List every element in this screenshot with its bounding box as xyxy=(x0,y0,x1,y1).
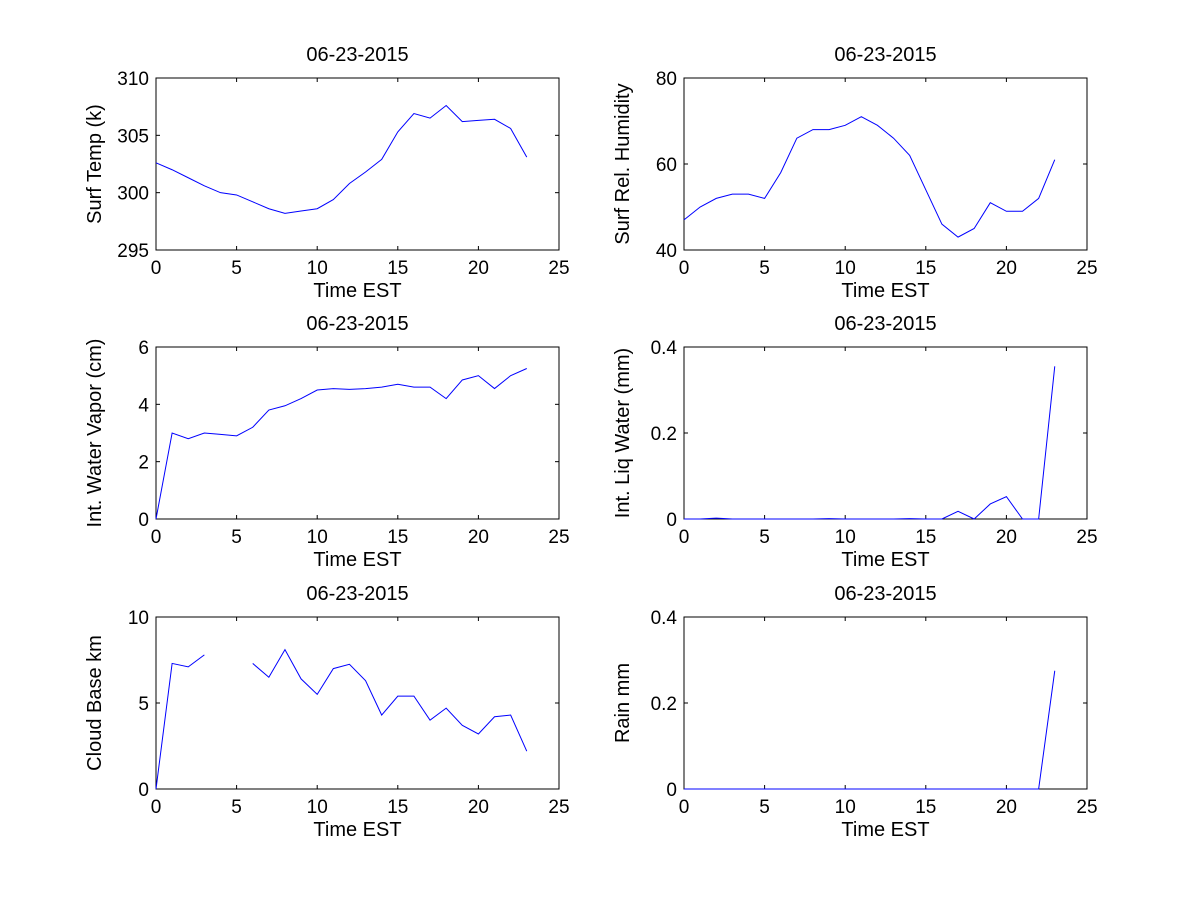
y-tick-label: 0 xyxy=(138,780,149,801)
x-tick-label: 0 xyxy=(151,797,162,818)
series-line-1-segment-1 xyxy=(684,670,1056,790)
x-tick-label: 0 xyxy=(151,527,162,548)
y-tick-label: 0.2 xyxy=(651,694,677,715)
y-axis-label: Cloud Base km xyxy=(84,635,106,771)
axes-box xyxy=(155,77,560,251)
y-tick-label: 10 xyxy=(128,608,149,629)
y-tick-label: 4 xyxy=(138,395,149,416)
x-tick-label: 25 xyxy=(548,527,569,548)
x-axis-label: Time EST xyxy=(841,819,929,841)
x-tick-label: 10 xyxy=(835,258,856,279)
axes-box xyxy=(155,616,560,790)
y-tick-label: 0 xyxy=(138,510,149,531)
y-tick-label: 0 xyxy=(666,780,677,801)
x-tick-label: 5 xyxy=(759,527,770,548)
x-tick-label: 5 xyxy=(231,797,242,818)
series-line-1-segment-1 xyxy=(683,116,1056,238)
x-tick-label: 0 xyxy=(679,797,690,818)
axes-box xyxy=(683,616,1088,790)
x-axis-label: Time EST xyxy=(841,549,929,571)
x-tick-label: 20 xyxy=(996,258,1017,279)
series-line-1-segment-1 xyxy=(155,104,528,214)
subplot-4: 0 5 10 15 20 25 0 0.2 0.4 06-23-2015 Time EST Int. … xyxy=(612,313,1098,571)
x-tick-label: 15 xyxy=(387,258,408,279)
x-axis-label: Time EST xyxy=(313,819,401,841)
series-line-1-segment-2 xyxy=(252,648,528,752)
x-tick-label: 15 xyxy=(915,797,936,818)
x-tick-label: 10 xyxy=(835,797,856,818)
series-line-1-segment-1 xyxy=(155,368,527,520)
plot-title: 06-23-2015 xyxy=(306,313,408,335)
y-tick-label: 80 xyxy=(656,69,677,90)
series-line-1-segment-1 xyxy=(155,654,205,790)
y-axis-label: Int. Water Vapor (cm) xyxy=(84,339,106,528)
x-tick-label: 25 xyxy=(548,797,569,818)
y-tick-label: 0.4 xyxy=(651,338,678,359)
x-tick-label: 25 xyxy=(1076,527,1097,548)
x-tick-label: 5 xyxy=(231,258,242,279)
x-axis-label: Time EST xyxy=(841,280,929,302)
x-tick-label: 25 xyxy=(1076,797,1097,818)
subplot-5: 0 5 10 15 20 25 0 5 10 06-23-2015 Time EST Cloud Ba… xyxy=(84,583,570,841)
y-tick-label: 305 xyxy=(117,126,149,147)
x-axis-label: Time EST xyxy=(313,549,401,571)
plot-title: 06-23-2015 xyxy=(834,583,936,605)
x-tick-label: 5 xyxy=(231,527,242,548)
x-tick-label: 20 xyxy=(996,797,1017,818)
x-tick-label: 0 xyxy=(151,258,162,279)
y-tick-label: 295 xyxy=(117,241,149,262)
x-tick-label: 20 xyxy=(996,527,1017,548)
x-tick-label: 20 xyxy=(468,797,489,818)
x-tick-label: 5 xyxy=(759,258,770,279)
x-tick-label: 15 xyxy=(387,527,408,548)
y-axis-label: Rain mm xyxy=(612,663,634,743)
axes-box xyxy=(155,346,560,520)
y-tick-label: 300 xyxy=(117,184,149,205)
x-tick-label: 0 xyxy=(679,527,690,548)
y-tick-label: 5 xyxy=(138,694,149,715)
subplot-6: 0 5 10 15 20 25 0 0.2 0.4 06-23-2015 Time EST Rain … xyxy=(612,583,1098,841)
x-tick-label: 15 xyxy=(915,258,936,279)
x-tick-label: 10 xyxy=(307,797,328,818)
y-tick-label: 0 xyxy=(666,510,677,531)
y-tick-label: 60 xyxy=(656,155,677,176)
axes-box xyxy=(683,77,1088,251)
x-tick-label: 25 xyxy=(1076,258,1097,279)
x-tick-label: 10 xyxy=(835,527,856,548)
x-tick-label: 10 xyxy=(307,258,328,279)
x-tick-label: 10 xyxy=(307,527,328,548)
plot-title: 06-23-2015 xyxy=(306,583,408,605)
subplot-2: 0 5 10 15 20 25 40 60 80 06-23-2015 Time EST Surf R… xyxy=(612,44,1098,302)
x-tick-label: 25 xyxy=(548,258,569,279)
y-axis-label: Surf Temp (k) xyxy=(84,104,106,224)
plot-title: 06-23-2015 xyxy=(834,313,936,335)
y-tick-label: 2 xyxy=(138,453,149,474)
plot-title: 06-23-2015 xyxy=(306,44,408,66)
y-tick-label: 6 xyxy=(138,338,149,359)
subplot-1: 0 5 10 15 20 25 295 300 305 310 06-23-2015 Time EST… xyxy=(84,44,570,302)
x-tick-label: 0 xyxy=(679,258,690,279)
y-tick-label: 310 xyxy=(117,69,149,90)
x-tick-label: 20 xyxy=(468,258,489,279)
y-axis-label: Int. Liq Water (mm) xyxy=(612,348,634,518)
y-axis-label: Surf Rel. Humidity xyxy=(612,83,634,244)
x-tick-label: 5 xyxy=(759,797,770,818)
y-tick-label: 0.2 xyxy=(651,424,677,445)
x-tick-label: 15 xyxy=(387,797,408,818)
x-axis-label: Time EST xyxy=(313,280,401,302)
y-tick-label: 0.4 xyxy=(651,608,678,629)
series-line-1-segment-1 xyxy=(684,366,1056,520)
axes-box xyxy=(683,346,1088,520)
x-tick-label: 15 xyxy=(915,527,936,548)
plot-title: 06-23-2015 xyxy=(834,44,936,66)
y-tick-label: 40 xyxy=(656,241,677,262)
subplot-3: 0 5 10 15 20 25 0 2 4 6 06-23-2015 Time EST Int. Wat… xyxy=(84,313,570,571)
x-tick-label: 20 xyxy=(468,527,489,548)
